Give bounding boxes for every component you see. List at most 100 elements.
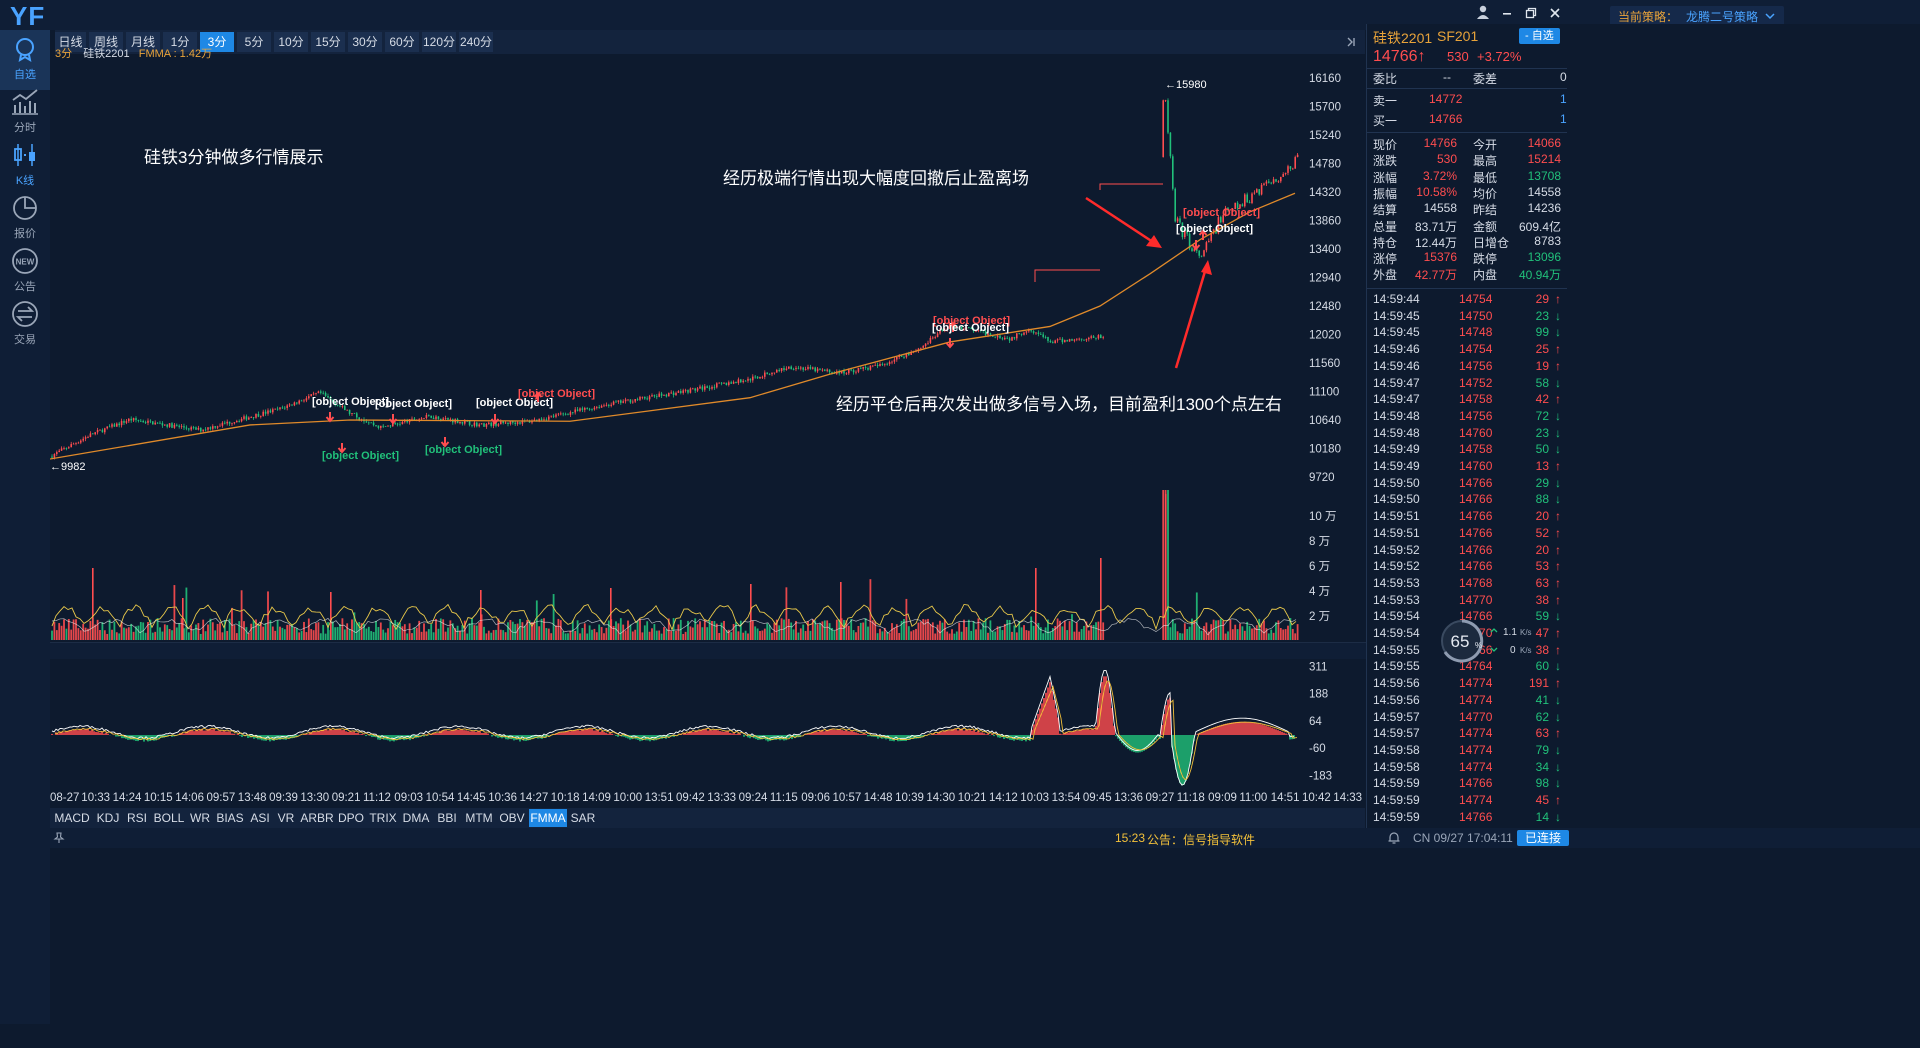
indicator-tab-trix[interactable]: TRIX <box>369 811 397 825</box>
indicator-tab-wr[interactable]: WR <box>190 811 210 825</box>
macd-bar <box>697 731 699 735</box>
nav-item-notice[interactable]: NEW 公告 <box>0 242 50 302</box>
timeshare-icon <box>12 89 38 115</box>
period-tab[interactable]: 5分 <box>237 32 271 52</box>
candle-body <box>180 426 183 427</box>
indicator-tab-bbi[interactable]: BBI <box>437 811 457 825</box>
tick-time: 14:59:59 <box>1373 809 1420 824</box>
candle-body <box>1066 340 1068 342</box>
nav-item-quote[interactable]: 报价 <box>0 189 50 249</box>
user-icon[interactable] <box>1472 4 1494 26</box>
macd-bar <box>159 735 161 739</box>
stat-label: 今开 <box>1473 138 1498 152</box>
macd-bar <box>477 731 479 735</box>
indicator-tab-dma[interactable]: DMA <box>402 811 430 825</box>
macd-bar <box>203 730 205 735</box>
macd-bar <box>425 734 427 735</box>
period-tab[interactable]: 日线 <box>55 32 86 52</box>
strategy-selector[interactable]: 当前策略： 龙腾二号策略 <box>1610 6 1785 26</box>
period-tab[interactable]: 1分 <box>163 32 197 52</box>
volume-bar <box>703 619 706 640</box>
macd-bar <box>1277 730 1279 735</box>
candle-body <box>1164 100 1167 102</box>
notice-text[interactable]: 公告：信号指导软件 <box>1147 833 1256 847</box>
macd-bar <box>1085 729 1087 735</box>
stop-line <box>1034 269 1100 282</box>
macd-bar <box>1033 724 1035 735</box>
indicator-tab-dpo[interactable]: DPO <box>337 811 364 825</box>
period-tab[interactable]: 30分 <box>348 32 382 52</box>
pin-icon[interactable] <box>53 832 65 844</box>
period-tab[interactable]: 周线 <box>89 32 123 52</box>
restore-icon[interactable] <box>1520 4 1542 26</box>
candle-body <box>132 418 135 421</box>
arrow-up-icon: ↑ <box>1555 292 1561 306</box>
volume-bar <box>526 619 529 640</box>
bell-icon[interactable] <box>1387 831 1401 845</box>
candle-body <box>286 405 288 409</box>
nav-item-watchlist[interactable]: 自选 <box>0 30 50 90</box>
remove-favorite-button[interactable]: - 自选 <box>1519 28 1560 44</box>
macd-axis-label: 188 <box>1309 689 1328 701</box>
period-tab[interactable]: 60分 <box>385 32 419 52</box>
candle-body <box>732 381 735 384</box>
candle-body <box>118 423 120 426</box>
indicator-tab-asi[interactable]: ASI <box>250 811 270 825</box>
period-tab[interactable]: 15分 <box>311 32 345 52</box>
period-tab[interactable]: 120分 <box>422 32 456 52</box>
period-tab[interactable]: 240分 <box>459 32 493 52</box>
volume-bar <box>1030 616 1033 640</box>
indicator-tab-mtm[interactable]: MTM <box>465 811 493 825</box>
volume-bar <box>519 619 521 640</box>
macd-bar <box>107 733 109 735</box>
candle-body <box>53 454 56 458</box>
period-tab[interactable]: 月线 <box>126 32 160 52</box>
candle-body <box>1184 229 1186 238</box>
close-icon[interactable] <box>1544 4 1566 26</box>
volume-bar <box>919 621 922 640</box>
period-tab-active[interactable]: 3分 <box>200 32 234 52</box>
macd-bar <box>325 728 327 735</box>
candle-body <box>250 417 252 418</box>
volume-bar <box>331 621 334 640</box>
indicator-tab-fmma[interactable]: FMMA <box>529 809 567 827</box>
tick-price: 14758 <box>1459 442 1493 457</box>
nav-item-timeshare[interactable]: 分时 <box>0 83 50 143</box>
indicator-tab-boll[interactable]: BOLL <box>153 811 185 825</box>
kline-chart[interactable]: MACD(12,26,9)MACD : -39.754DIF : 98.022D… <box>50 60 1366 790</box>
indicator-tab-arbr[interactable]: ARBR <box>300 811 334 825</box>
macd-bar <box>1149 735 1151 747</box>
volume-bar <box>799 628 802 640</box>
indicator-tab-macd[interactable]: MACD <box>54 811 90 825</box>
indicator-tab-vr[interactable]: VR <box>277 811 295 825</box>
volume-bar <box>67 619 70 640</box>
volume-bar <box>1023 625 1025 640</box>
indicator-tab-obv[interactable]: OBV <box>499 811 525 825</box>
volume-bar <box>1234 624 1237 640</box>
macd-bar <box>495 735 497 737</box>
quote-panel: 硅铁2201 SF201 - 自选 14766↑ 530 +3.72% 委比 -… <box>1366 24 1920 828</box>
nav-item-trade[interactable]: 交易 <box>0 295 50 355</box>
volume-bar <box>103 630 106 640</box>
collapse-panel-icon[interactable] <box>1345 36 1357 48</box>
candle-body <box>1004 337 1006 340</box>
volume-bar <box>624 630 627 640</box>
indicator-tab-bias[interactable]: BIAS <box>216 811 244 825</box>
stat-value: 14558 <box>1423 201 1457 216</box>
arrow-down-icon: ↓ <box>1555 692 1561 707</box>
candle-body <box>620 400 622 403</box>
indicator-tab-rsi[interactable]: RSI <box>126 811 147 825</box>
indicator-tab-kdj[interactable]: KDJ <box>96 811 120 825</box>
upload-icon <box>1490 628 1498 633</box>
candle-body <box>262 411 264 416</box>
period-tab[interactable]: 10分 <box>274 32 308 52</box>
macd-bar <box>1253 722 1255 735</box>
macd-bar <box>793 735 795 738</box>
nav-item-kline[interactable]: K线 <box>0 136 50 196</box>
indicator-tab-sar[interactable]: SAR <box>570 811 596 825</box>
candle-body <box>627 399 629 401</box>
minimize-icon[interactable] <box>1496 4 1518 26</box>
macd-bar <box>1067 732 1069 735</box>
macd-bar <box>917 735 919 739</box>
macd-bar <box>445 730 447 735</box>
